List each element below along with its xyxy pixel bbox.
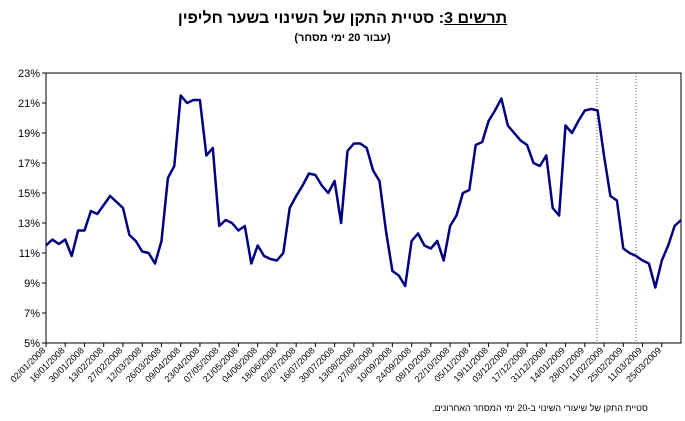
data-line bbox=[45, 94, 682, 289]
y-tick-label: 21% bbox=[18, 98, 40, 110]
title-label: תרשים 3 bbox=[444, 10, 508, 27]
y-tick-label: 7% bbox=[24, 308, 40, 320]
title-text: : סטיית התקן של השינוי בשער חליפין bbox=[177, 10, 445, 27]
footnote: סטיית התקן של שיעורי השינוי ב-20 ימי המס… bbox=[432, 403, 648, 413]
y-tick-label: 13% bbox=[18, 218, 40, 230]
y-tick-label: 5% bbox=[24, 338, 40, 350]
title: תרשים 3: סטיית התקן של השינוי בשער חליפי… bbox=[0, 10, 685, 28]
y-tick-label: 15% bbox=[18, 188, 40, 200]
y-tick-label: 17% bbox=[18, 158, 40, 170]
plot-border bbox=[45, 72, 682, 344]
y-tick-label: 11% bbox=[19, 248, 40, 260]
subtitle: (עבור 20 ימי מסחר) bbox=[294, 32, 391, 44]
y-tick-label: 9% bbox=[24, 278, 40, 290]
y-tick-label: 19% bbox=[18, 128, 40, 140]
y-tick-label: 23% bbox=[18, 68, 40, 80]
header: תרשים 3: סטיית התקן של השינוי בשער חליפי… bbox=[0, 10, 685, 44]
